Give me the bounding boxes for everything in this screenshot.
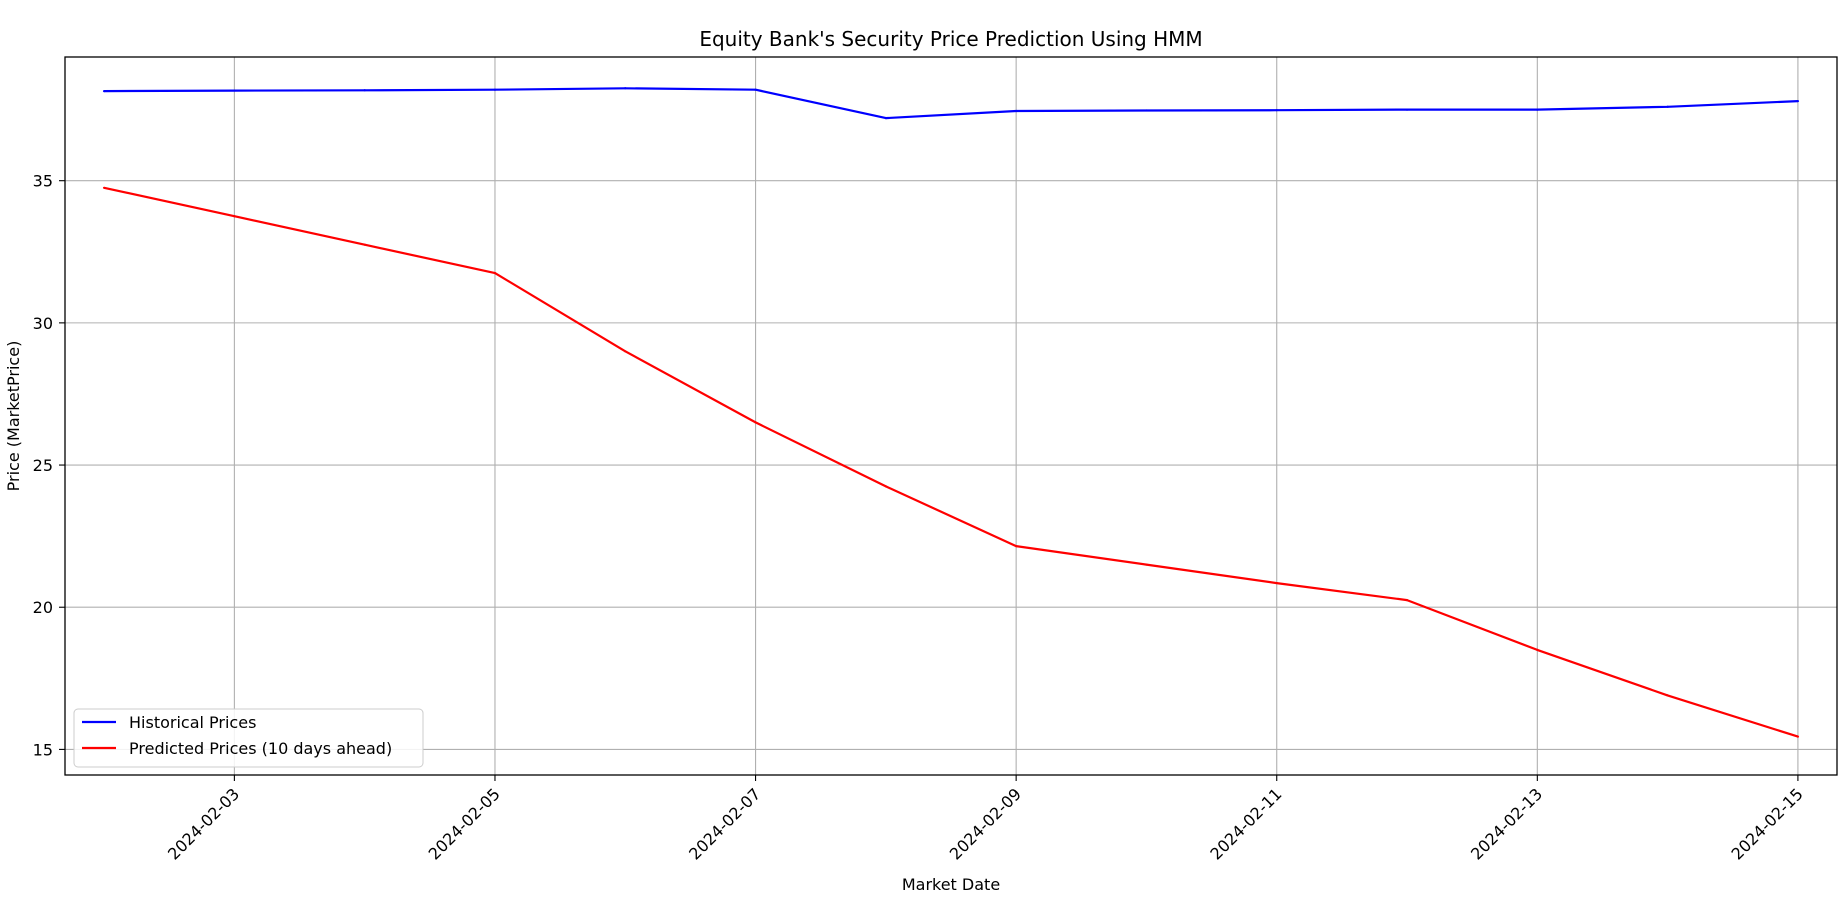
plot-frame bbox=[64, 56, 1838, 776]
series-line-1 bbox=[103, 186, 1799, 738]
series-1-point bbox=[1015, 544, 1018, 548]
series-0-point bbox=[1405, 108, 1409, 111]
series-0-point bbox=[1275, 109, 1278, 112]
y-tick-label: 30 bbox=[33, 314, 53, 333]
series-0-point bbox=[233, 89, 236, 92]
legend-label-1: Predicted Prices (10 days ahead) bbox=[129, 739, 392, 758]
series-1-point bbox=[884, 485, 887, 488]
y-tick-label: 15 bbox=[33, 740, 53, 759]
y-tick-label: 35 bbox=[33, 172, 53, 191]
grid-lines bbox=[65, 57, 1837, 775]
series-1-point bbox=[493, 272, 497, 275]
series-1-point bbox=[233, 215, 236, 218]
series-1-point bbox=[754, 421, 757, 424]
series-0-point bbox=[493, 88, 497, 91]
series-0-point bbox=[363, 89, 366, 92]
series-lines bbox=[102, 87, 1800, 738]
series-1-point bbox=[102, 186, 106, 189]
x-tick-label: 2024-02-13 bbox=[1467, 784, 1546, 863]
chart-title: Equity Bank's Security Price Prediction … bbox=[699, 27, 1202, 51]
y-axis-title: Price (MarketPrice) bbox=[4, 341, 23, 492]
series-0-point bbox=[102, 90, 106, 93]
legend-label-0: Historical Prices bbox=[129, 713, 256, 732]
series-0-point bbox=[884, 117, 887, 120]
series-1-point bbox=[1536, 648, 1539, 651]
legend: Historical Prices Predicted Prices (10 da… bbox=[73, 708, 424, 768]
y-tick-label: 25 bbox=[33, 456, 53, 475]
series-0-point bbox=[1015, 109, 1018, 113]
series-0-point bbox=[1536, 108, 1539, 111]
series-1-point bbox=[1405, 599, 1409, 602]
series-0-point bbox=[1796, 99, 1800, 103]
series-0-point bbox=[754, 88, 757, 91]
series-1-point bbox=[1145, 563, 1148, 566]
series-1-point bbox=[1666, 694, 1669, 697]
x-tick-label: 2024-02-15 bbox=[1728, 784, 1807, 863]
series-0-point bbox=[1145, 109, 1148, 112]
x-tick-label: 2024-02-11 bbox=[1206, 784, 1285, 863]
x-tick-label: 2024-02-09 bbox=[946, 784, 1025, 863]
series-line-0 bbox=[104, 87, 1798, 120]
series-0-point bbox=[1666, 105, 1669, 108]
x-tick-label: 2024-02-03 bbox=[164, 784, 243, 863]
series-0-point bbox=[624, 87, 627, 90]
series-1-point bbox=[624, 350, 627, 353]
y-tick-label: 20 bbox=[33, 598, 53, 617]
series-1-point bbox=[1796, 735, 1800, 738]
x-axis-title: Market Date bbox=[902, 875, 1000, 894]
legend-box bbox=[73, 708, 424, 768]
x-tick-label: 2024-02-07 bbox=[685, 784, 764, 863]
x-tick-label: 2024-02-05 bbox=[425, 784, 504, 863]
series-1-point bbox=[363, 243, 366, 246]
series-1-point bbox=[1275, 581, 1278, 585]
